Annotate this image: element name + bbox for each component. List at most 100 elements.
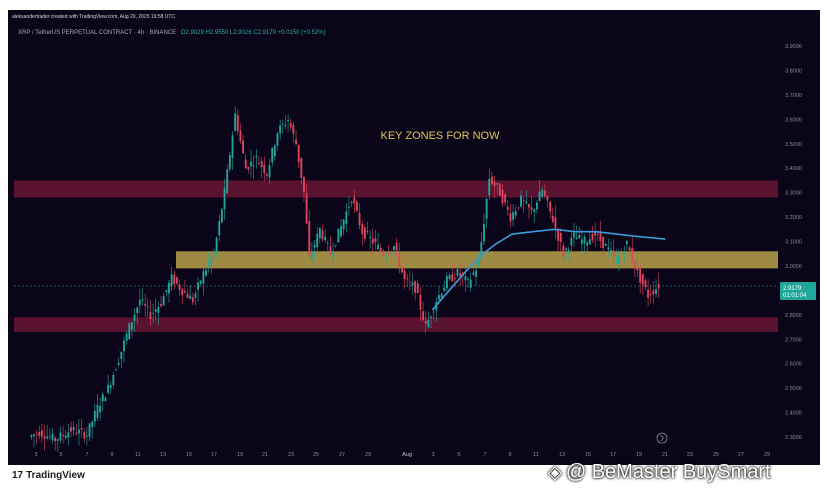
candle-body (101, 394, 104, 402)
moving-average-line (431, 228, 666, 311)
candle-body (242, 140, 245, 154)
candle-body (313, 244, 316, 248)
candle-body (263, 164, 266, 173)
candle-body (625, 241, 628, 245)
y-tick-label: 3.5000 (785, 142, 802, 148)
candle-body (528, 204, 530, 208)
candle-body (207, 262, 210, 265)
candle-body (393, 246, 395, 250)
candle-body (628, 247, 631, 251)
candle-body (120, 351, 123, 360)
candle-body (244, 159, 247, 169)
candle-body (488, 178, 491, 196)
candle-body (559, 232, 562, 243)
candle-body (141, 299, 144, 301)
candle-body (72, 427, 75, 431)
x-tick-label: 9 (508, 452, 511, 458)
candle-body (424, 320, 427, 324)
candle-body (321, 230, 324, 240)
candle-body (109, 385, 112, 389)
candle-body (59, 432, 62, 441)
candle-body (469, 279, 472, 288)
y-tick-label: 3.7000 (785, 93, 802, 99)
candle-body (623, 252, 626, 254)
x-tick-label: 17 (610, 452, 616, 458)
candle-body (580, 239, 583, 244)
candle-body (324, 236, 327, 241)
x-tick-label: 15 (186, 452, 192, 458)
candle-body (305, 193, 308, 224)
candle-body (445, 276, 448, 289)
replay-icon[interactable] (656, 432, 668, 444)
candle-body (289, 123, 292, 128)
candle-body (525, 201, 528, 204)
candle-body (419, 294, 422, 310)
candle-body (350, 202, 353, 204)
x-tick-label: 7 (483, 452, 486, 458)
candle-body (210, 257, 213, 266)
candle-body (477, 261, 480, 266)
x-tick-label: 29 (365, 452, 371, 458)
x-tick-label: 5 (457, 452, 460, 458)
candle-body (170, 274, 173, 287)
x-tick-label: 11 (135, 452, 141, 458)
watermark: ◈ @ BeMaster BuySmart (548, 461, 771, 484)
candle-body (99, 406, 102, 413)
candle-body (96, 404, 99, 419)
candle-body (599, 232, 602, 241)
candle-body (38, 431, 41, 437)
candle-body (596, 233, 599, 235)
candle-body (191, 297, 194, 303)
candle-body (438, 295, 440, 300)
candle-body (464, 276, 467, 281)
candle-body (316, 233, 319, 248)
candle-body (546, 196, 549, 201)
candle-body (160, 304, 162, 306)
candle-body (644, 280, 647, 288)
candle-body (205, 269, 207, 276)
candle-body (234, 113, 237, 131)
x-tick-label: 13 (559, 452, 565, 458)
candle-body (268, 165, 271, 178)
candle-body (522, 200, 525, 201)
x-tick-label: 21 (262, 452, 268, 458)
candle-body (332, 251, 335, 258)
candle-body (247, 167, 250, 170)
candle-body (398, 253, 401, 267)
candle-body (67, 432, 70, 438)
candle-body (255, 155, 258, 158)
candle-body (194, 293, 197, 298)
candle-body (411, 282, 414, 286)
candle-body (183, 290, 186, 293)
candle-body (162, 296, 165, 306)
candle-body (456, 269, 459, 276)
x-tick-label: 9 (110, 452, 113, 458)
candle-body (152, 312, 155, 314)
candle-body (318, 228, 321, 239)
candle-body (562, 245, 565, 257)
candle-body (652, 290, 655, 295)
candle-body (655, 289, 657, 294)
candle-body (615, 258, 618, 262)
price-tag-countdown: 01:01:04 (783, 293, 807, 299)
x-tick-label: 7 (85, 452, 88, 458)
candle-body (228, 155, 231, 170)
x-tick-label: 5 (59, 452, 62, 458)
candle-body (557, 228, 560, 241)
candle-body (483, 223, 485, 242)
candle-body (618, 255, 620, 265)
candle-body (573, 232, 575, 238)
candle-body (591, 234, 594, 241)
candle-body (276, 133, 279, 146)
candle-body (51, 433, 54, 441)
candle-body (490, 176, 493, 185)
candle-body (48, 436, 51, 438)
candle-body (104, 397, 107, 402)
candle-body (46, 436, 49, 439)
y-tick-label: 3.9000 (785, 44, 802, 50)
y-tick-label: 2.3000 (785, 435, 802, 441)
resistance-zone (14, 180, 778, 198)
candle-body (33, 434, 35, 437)
candle-body (541, 189, 544, 197)
